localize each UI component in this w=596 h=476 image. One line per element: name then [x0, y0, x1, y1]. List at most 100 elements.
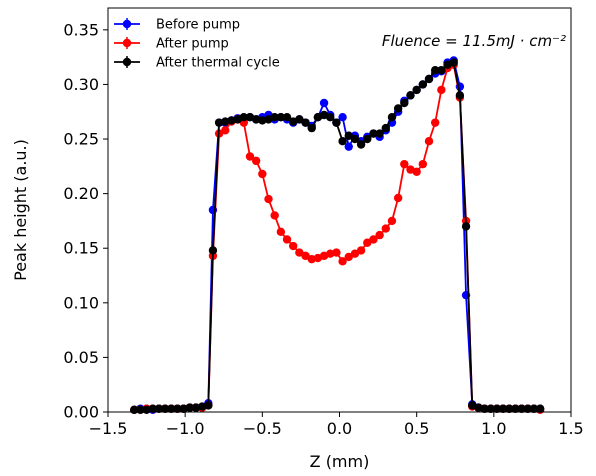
data-point — [430, 66, 440, 75]
series-layer — [130, 56, 545, 415]
data-point — [338, 257, 347, 266]
data-point — [258, 116, 267, 125]
x-tick-label: −0.5 — [243, 419, 282, 438]
data-point — [326, 112, 335, 122]
data-point — [511, 404, 520, 413]
data-point — [498, 404, 508, 413]
data-point — [412, 167, 421, 176]
data-point — [449, 58, 458, 67]
data-point — [381, 123, 390, 133]
data-point — [387, 216, 397, 226]
data-point — [264, 194, 273, 204]
data-point — [270, 211, 279, 220]
data-point — [350, 134, 360, 144]
data-point — [406, 91, 415, 100]
data-point — [437, 66, 446, 75]
data-point — [185, 403, 194, 412]
data-point — [160, 404, 170, 413]
y-tick-label: 0.20 — [63, 184, 99, 203]
x-axis: −1.5 −1.0 −0.5 0.0 0.5 1.0 1.5 — [89, 412, 584, 438]
data-point — [363, 238, 372, 247]
data-point — [344, 252, 353, 262]
y-axis: 0.00 0.05 0.10 0.15 0.20 0.25 0.30 0.35 — [63, 20, 108, 422]
data-point — [381, 224, 390, 233]
data-point — [173, 404, 182, 413]
data-point — [424, 74, 434, 84]
series-line — [134, 63, 541, 411]
data-point — [375, 129, 384, 138]
data-point — [289, 241, 298, 251]
data-point — [369, 235, 378, 244]
data-point — [529, 404, 539, 413]
legend-marker — [122, 19, 132, 29]
fluence-annotation: Fluence = 11.5mJ · cm⁻² — [382, 32, 566, 50]
data-point — [350, 249, 360, 258]
data-point — [523, 404, 532, 413]
data-point — [400, 98, 409, 108]
data-point — [332, 248, 341, 257]
data-point — [204, 401, 213, 410]
data-point — [307, 123, 316, 133]
legend: Before pump After pump After thermal cycle — [114, 18, 280, 71]
data-point — [356, 246, 366, 255]
data-point — [344, 142, 353, 151]
data-point — [251, 156, 261, 166]
x-tick-label: −1.0 — [166, 419, 205, 438]
data-point — [276, 227, 286, 237]
data-point — [245, 152, 255, 161]
legend-marker — [122, 38, 132, 48]
series-1 — [130, 60, 545, 415]
data-point — [319, 98, 329, 108]
data-point — [535, 404, 545, 413]
data-point — [492, 404, 502, 413]
data-point — [282, 235, 292, 244]
data-point — [154, 404, 164, 413]
y-tick-label: 0.05 — [63, 348, 99, 367]
data-point — [369, 129, 378, 138]
data-point — [505, 404, 514, 413]
data-point — [276, 112, 286, 122]
data-point — [197, 402, 207, 411]
legend-marker — [122, 57, 132, 67]
data-point — [437, 85, 446, 95]
series-line — [134, 59, 541, 411]
x-tick-label: −1.5 — [89, 419, 128, 438]
y-tick-label: 0.35 — [63, 20, 99, 39]
data-point — [338, 112, 347, 122]
data-point — [393, 193, 403, 203]
data-point — [179, 404, 188, 413]
x-tick-label: 1.0 — [481, 419, 506, 438]
legend-label: After thermal cycle — [156, 56, 280, 71]
data-point — [301, 251, 310, 261]
data-point — [486, 404, 495, 413]
data-point — [258, 169, 267, 179]
data-point — [344, 131, 353, 140]
data-point — [400, 159, 409, 169]
data-point — [282, 112, 292, 122]
y-tick-label: 0.30 — [63, 75, 99, 94]
data-point — [239, 112, 249, 122]
data-point — [221, 126, 230, 135]
y-tick-label: 0.10 — [63, 293, 99, 312]
data-point — [301, 118, 310, 127]
data-point — [375, 230, 384, 240]
data-point — [455, 91, 465, 100]
data-point — [418, 159, 428, 169]
x-tick-label: 1.5 — [558, 419, 583, 438]
data-point — [412, 85, 421, 95]
series-line — [134, 61, 541, 411]
data-point — [221, 117, 230, 126]
legend-item: After pump — [114, 37, 229, 52]
legend-label: Before pump — [156, 18, 240, 33]
data-point — [418, 80, 428, 89]
data-point — [424, 137, 434, 146]
data-point — [148, 404, 157, 413]
data-point — [332, 118, 341, 127]
data-point — [430, 118, 440, 127]
series-0 — [130, 56, 545, 415]
data-point — [167, 404, 176, 413]
data-point — [517, 404, 526, 413]
data-point — [480, 404, 489, 413]
data-point — [208, 246, 218, 255]
